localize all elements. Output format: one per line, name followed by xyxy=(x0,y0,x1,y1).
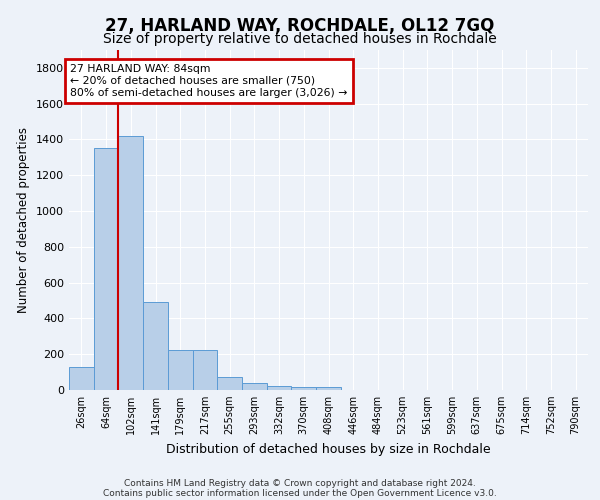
Bar xyxy=(143,302,168,390)
Text: 27 HARLAND WAY: 84sqm
← 20% of detached houses are smaller (750)
80% of semi-det: 27 HARLAND WAY: 84sqm ← 20% of detached … xyxy=(70,64,347,98)
Bar xyxy=(118,136,143,390)
Text: Size of property relative to detached houses in Rochdale: Size of property relative to detached ho… xyxy=(103,32,497,46)
Text: Contains public sector information licensed under the Open Government Licence v3: Contains public sector information licen… xyxy=(103,488,497,498)
Bar xyxy=(267,386,292,390)
Text: 27, HARLAND WAY, ROCHDALE, OL12 7GQ: 27, HARLAND WAY, ROCHDALE, OL12 7GQ xyxy=(106,18,494,36)
Y-axis label: Number of detached properties: Number of detached properties xyxy=(17,127,31,313)
Bar xyxy=(168,350,193,390)
Bar xyxy=(316,388,341,390)
Bar xyxy=(69,366,94,390)
Bar xyxy=(217,376,242,390)
Bar xyxy=(193,350,217,390)
Bar xyxy=(94,148,118,390)
Bar xyxy=(292,388,316,390)
Text: Distribution of detached houses by size in Rochdale: Distribution of detached houses by size … xyxy=(166,442,491,456)
Bar xyxy=(242,383,267,390)
Text: Contains HM Land Registry data © Crown copyright and database right 2024.: Contains HM Land Registry data © Crown c… xyxy=(124,478,476,488)
